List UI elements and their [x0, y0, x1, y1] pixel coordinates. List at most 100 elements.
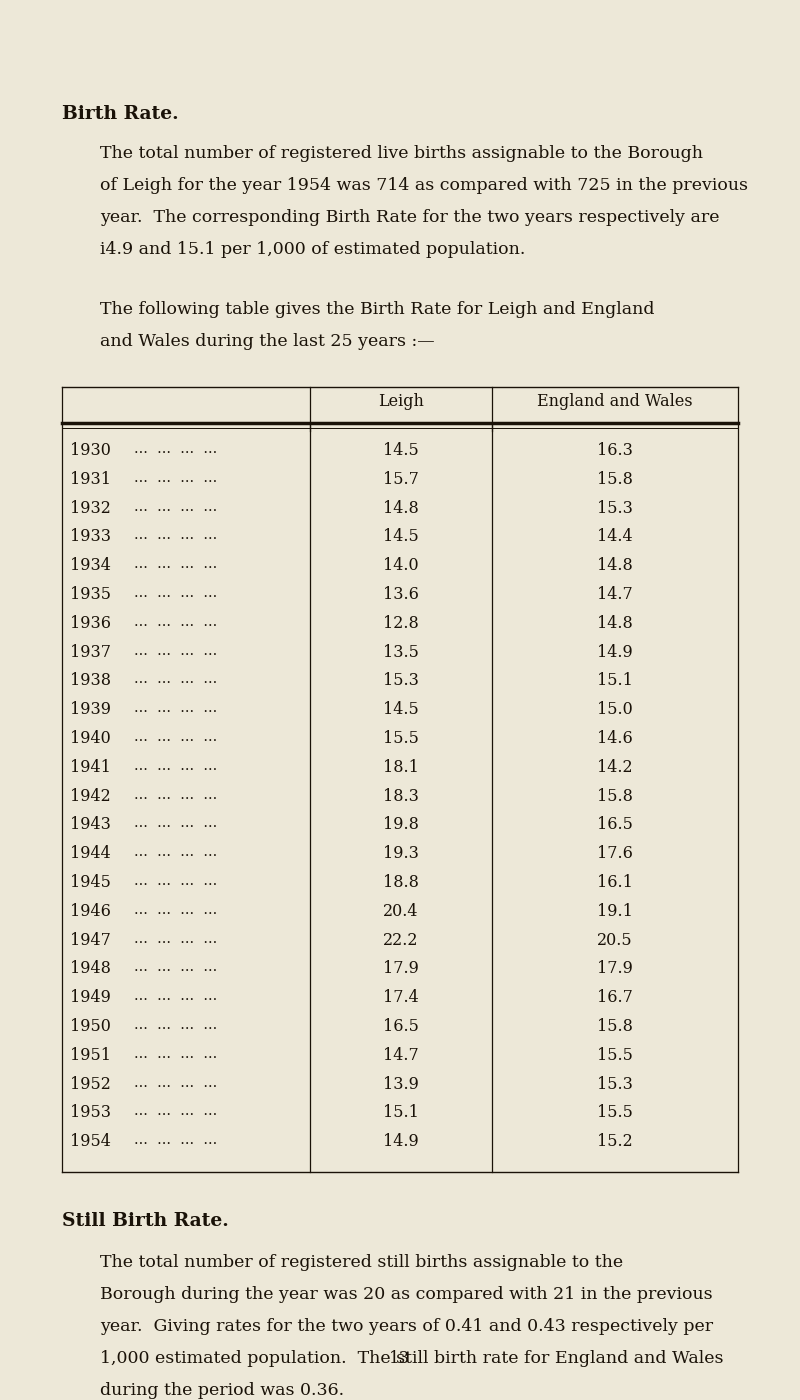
Text: ...  ...  ...  ...: ... ... ... ... — [134, 1018, 218, 1032]
Text: 17.9: 17.9 — [597, 960, 633, 977]
Text: 1930: 1930 — [70, 442, 111, 459]
Text: 15.2: 15.2 — [597, 1133, 633, 1151]
Text: 1948: 1948 — [70, 960, 111, 977]
Text: 14.4: 14.4 — [597, 528, 633, 546]
Text: ...  ...  ...  ...: ... ... ... ... — [134, 1105, 218, 1119]
Text: ...  ...  ...  ...: ... ... ... ... — [134, 1075, 218, 1089]
Text: 19.3: 19.3 — [383, 846, 419, 862]
Text: ...  ...  ...  ...: ... ... ... ... — [134, 903, 218, 917]
Text: 17.4: 17.4 — [383, 990, 419, 1007]
Text: 16.1: 16.1 — [597, 874, 633, 890]
Text: ...  ...  ...  ...: ... ... ... ... — [134, 729, 218, 743]
Text: 15.8: 15.8 — [597, 788, 633, 805]
Text: 15.5: 15.5 — [597, 1047, 633, 1064]
Text: 13.6: 13.6 — [383, 587, 419, 603]
Text: ...  ...  ...  ...: ... ... ... ... — [134, 470, 218, 484]
Text: 1931: 1931 — [70, 470, 111, 487]
Text: 1941: 1941 — [70, 759, 111, 776]
Text: ...  ...  ...  ...: ... ... ... ... — [134, 500, 218, 514]
Text: 20.4: 20.4 — [383, 903, 418, 920]
Text: 17.9: 17.9 — [383, 960, 419, 977]
Text: 1936: 1936 — [70, 615, 111, 631]
Text: 15.3: 15.3 — [597, 500, 633, 517]
Text: 16.7: 16.7 — [597, 990, 633, 1007]
Text: ...  ...  ...  ...: ... ... ... ... — [134, 587, 218, 601]
Text: Leigh: Leigh — [378, 393, 424, 410]
Text: 15.5: 15.5 — [597, 1105, 633, 1121]
Text: 22.2: 22.2 — [383, 931, 418, 949]
Text: The total number of registered still births assignable to the: The total number of registered still bir… — [100, 1254, 623, 1271]
Text: Birth Rate.: Birth Rate. — [62, 105, 178, 123]
Text: 14.5: 14.5 — [383, 528, 419, 546]
Text: ...  ...  ...  ...: ... ... ... ... — [134, 557, 218, 571]
Text: ...  ...  ...  ...: ... ... ... ... — [134, 615, 218, 629]
Text: 15.8: 15.8 — [597, 470, 633, 487]
Text: 1949: 1949 — [70, 990, 111, 1007]
Text: 1,000 estimated population.  The still birth rate for England and Wales: 1,000 estimated population. The still bi… — [100, 1350, 723, 1366]
Text: 1943: 1943 — [70, 816, 111, 833]
Text: during the period was 0.36.: during the period was 0.36. — [100, 1382, 344, 1399]
Text: 13: 13 — [390, 1350, 410, 1366]
Text: 1939: 1939 — [70, 701, 111, 718]
Text: 1937: 1937 — [70, 644, 111, 661]
Text: Still Birth Rate.: Still Birth Rate. — [62, 1212, 229, 1231]
Text: 14.5: 14.5 — [383, 442, 419, 459]
Text: ...  ...  ...  ...: ... ... ... ... — [134, 816, 218, 830]
Text: 1933: 1933 — [70, 528, 111, 546]
Text: 17.6: 17.6 — [597, 846, 633, 862]
Text: 1954: 1954 — [70, 1133, 111, 1151]
Text: 14.7: 14.7 — [597, 587, 633, 603]
Text: 14.8: 14.8 — [383, 500, 419, 517]
Text: 14.6: 14.6 — [597, 729, 633, 748]
Text: Borough during the year was 20 as compared with 21 in the previous: Borough during the year was 20 as compar… — [100, 1287, 713, 1303]
Text: 1942: 1942 — [70, 788, 110, 805]
Text: ...  ...  ...  ...: ... ... ... ... — [134, 1047, 218, 1061]
Text: ...  ...  ...  ...: ... ... ... ... — [134, 874, 218, 888]
Text: 14.8: 14.8 — [597, 615, 633, 631]
Text: 15.3: 15.3 — [383, 672, 419, 689]
Text: ...  ...  ...  ...: ... ... ... ... — [134, 672, 218, 686]
Text: 1951: 1951 — [70, 1047, 111, 1064]
Text: 14.0: 14.0 — [383, 557, 419, 574]
Text: 19.1: 19.1 — [597, 903, 633, 920]
Text: ...  ...  ...  ...: ... ... ... ... — [134, 442, 218, 456]
Text: 14.9: 14.9 — [597, 644, 633, 661]
Text: i4.9 and 15.1 per 1,000 of estimated population.: i4.9 and 15.1 per 1,000 of estimated pop… — [100, 241, 526, 258]
Text: 1953: 1953 — [70, 1105, 111, 1121]
Text: 20.5: 20.5 — [597, 931, 633, 949]
Text: 15.1: 15.1 — [383, 1105, 419, 1121]
Text: 16.5: 16.5 — [597, 816, 633, 833]
Text: 14.5: 14.5 — [383, 701, 419, 718]
Text: 1934: 1934 — [70, 557, 111, 574]
Text: 16.3: 16.3 — [597, 442, 633, 459]
Text: 15.3: 15.3 — [597, 1075, 633, 1092]
Text: 1932: 1932 — [70, 500, 111, 517]
Text: 1947: 1947 — [70, 931, 111, 949]
Text: 14.9: 14.9 — [383, 1133, 419, 1151]
Text: ...  ...  ...  ...: ... ... ... ... — [134, 960, 218, 974]
Text: 1945: 1945 — [70, 874, 111, 890]
Text: ...  ...  ...  ...: ... ... ... ... — [134, 701, 218, 715]
Text: ...  ...  ...  ...: ... ... ... ... — [134, 846, 218, 860]
Text: 18.3: 18.3 — [383, 788, 419, 805]
Text: 14.7: 14.7 — [383, 1047, 419, 1064]
Text: ...  ...  ...  ...: ... ... ... ... — [134, 788, 218, 802]
Text: year.  Giving rates for the two years of 0.41 and 0.43 respectively per: year. Giving rates for the two years of … — [100, 1317, 713, 1336]
Text: The total number of registered live births assignable to the Borough: The total number of registered live birt… — [100, 146, 703, 162]
Text: ...  ...  ...  ...: ... ... ... ... — [134, 644, 218, 658]
Text: 18.8: 18.8 — [383, 874, 419, 890]
Text: 15.0: 15.0 — [597, 701, 633, 718]
Text: 1940: 1940 — [70, 729, 110, 748]
Text: 1952: 1952 — [70, 1075, 111, 1092]
Text: 14.8: 14.8 — [597, 557, 633, 574]
Text: 16.5: 16.5 — [383, 1018, 419, 1035]
Text: England and Wales: England and Wales — [537, 393, 693, 410]
Text: 15.1: 15.1 — [597, 672, 633, 689]
Text: ...  ...  ...  ...: ... ... ... ... — [134, 990, 218, 1004]
Text: The following table gives the Birth Rate for Leigh and England: The following table gives the Birth Rate… — [100, 301, 654, 318]
Text: 18.1: 18.1 — [383, 759, 419, 776]
Text: 1950: 1950 — [70, 1018, 111, 1035]
Text: 15.8: 15.8 — [597, 1018, 633, 1035]
Text: ...  ...  ...  ...: ... ... ... ... — [134, 528, 218, 542]
Text: 1935: 1935 — [70, 587, 111, 603]
